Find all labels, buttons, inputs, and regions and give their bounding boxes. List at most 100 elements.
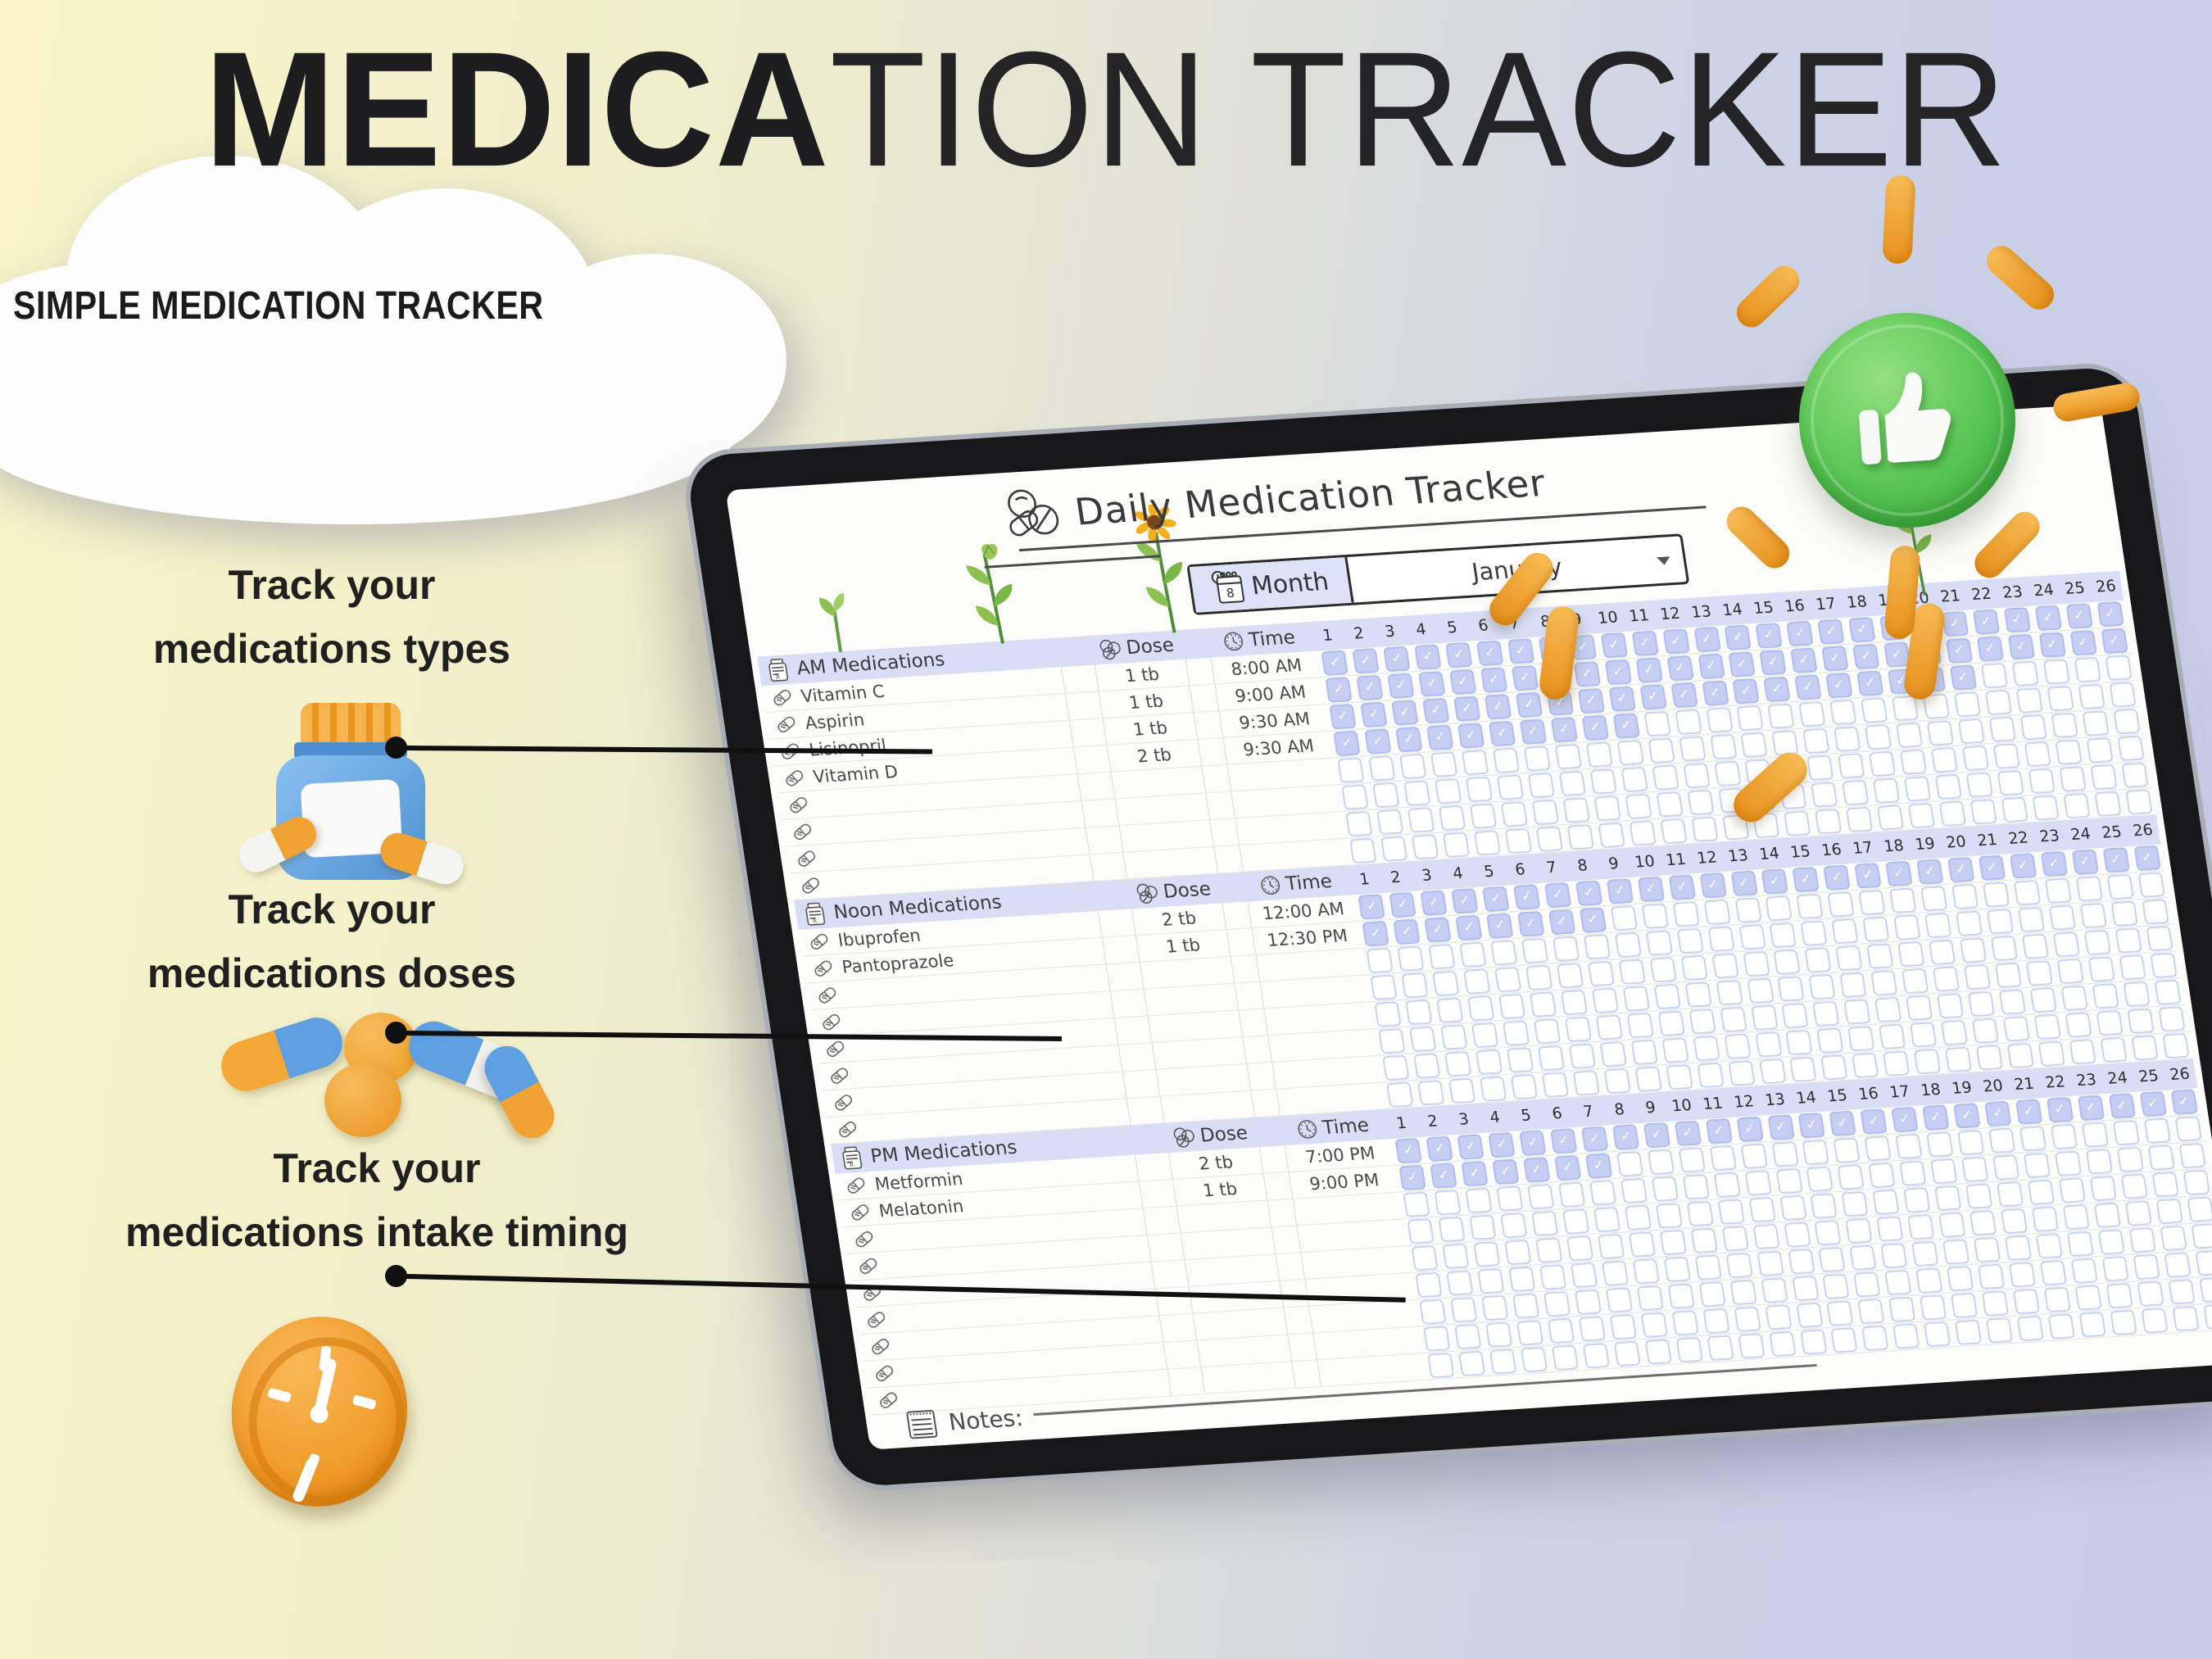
day-checkbox[interactable]	[1926, 1131, 1954, 1158]
day-checkbox[interactable]: ✓	[1356, 674, 1385, 701]
day-checkbox[interactable]	[1791, 1275, 1820, 1302]
day-checkbox[interactable]	[1366, 947, 1394, 974]
day-checkbox[interactable]	[1713, 760, 1742, 787]
day-checkbox[interactable]: ✓	[1724, 624, 1752, 651]
day-checkbox[interactable]	[1818, 1246, 1847, 1273]
day-checkbox[interactable]	[1593, 1206, 1621, 1233]
day-checkbox[interactable]	[2047, 685, 2074, 712]
day-checkbox[interactable]	[1688, 1009, 1716, 1035]
day-checkbox[interactable]	[1412, 833, 1439, 860]
day-checkbox[interactable]	[1397, 945, 1426, 972]
day-checkbox[interactable]	[2133, 1253, 2160, 1281]
day-checkbox[interactable]	[1417, 1080, 1445, 1106]
day-checkbox[interactable]	[2085, 1149, 2113, 1175]
day-checkbox[interactable]	[1465, 1187, 1493, 1214]
day-checkbox[interactable]: ✓	[1420, 890, 1448, 916]
day-checkbox[interactable]	[1965, 772, 1993, 798]
day-checkbox[interactable]	[1345, 810, 1373, 837]
day-checkbox[interactable]	[2155, 1198, 2183, 1225]
day-checkbox[interactable]: ✓	[1643, 1122, 1671, 1149]
day-checkbox[interactable]	[2017, 906, 2045, 933]
day-checkbox[interactable]	[1380, 836, 1408, 862]
day-checkbox[interactable]	[1696, 1062, 1725, 1089]
day-checkbox[interactable]	[1481, 1294, 1509, 1321]
day-checkbox[interactable]	[2120, 1173, 2148, 1199]
day-checkbox[interactable]	[1533, 1018, 1562, 1045]
day-checkbox[interactable]	[1841, 1190, 1870, 1217]
day-checkbox[interactable]	[1982, 882, 2010, 908]
day-checkbox[interactable]	[2100, 1036, 2128, 1063]
day-checkbox[interactable]	[1934, 773, 1963, 800]
day-checkbox[interactable]	[2001, 796, 2028, 823]
day-checkbox[interactable]: ✓	[1424, 917, 1452, 943]
day-checkbox[interactable]	[1843, 999, 1871, 1025]
day-checkbox[interactable]	[1719, 1006, 1747, 1033]
day-checkbox[interactable]	[1409, 1026, 1437, 1053]
day-checkbox[interactable]: ✓	[2015, 1099, 2043, 1125]
day-checkbox[interactable]: ✓	[1674, 1120, 1702, 1147]
day-checkbox[interactable]	[1736, 705, 1765, 732]
day-checkbox[interactable]	[1822, 1273, 1851, 1300]
day-checkbox[interactable]: ✓	[1395, 726, 1423, 753]
day-checkbox[interactable]	[2145, 925, 2173, 952]
day-checkbox[interactable]	[2124, 789, 2153, 815]
day-checkbox[interactable]: ✓	[1736, 1116, 1764, 1143]
day-checkbox[interactable]: ✓	[1705, 1118, 1733, 1145]
day-checkbox[interactable]	[2137, 872, 2165, 898]
day-checkbox[interactable]	[1485, 1321, 1513, 1349]
day-checkbox[interactable]: ✓	[1823, 864, 1852, 891]
day-checkbox[interactable]: ✓	[2139, 1090, 2167, 1117]
day-checkbox[interactable]: ✓	[1856, 670, 1884, 697]
day-checkbox[interactable]: ✓	[1519, 1130, 1547, 1156]
day-checkbox[interactable]: ✓	[1885, 860, 1913, 887]
day-checkbox[interactable]	[1405, 999, 1433, 1026]
day-checkbox[interactable]	[1951, 883, 1979, 910]
day-checkbox[interactable]	[1899, 749, 1928, 775]
day-checkbox[interactable]	[1775, 1167, 1803, 1194]
day-checkbox[interactable]	[1756, 1250, 1784, 1277]
day-checkbox[interactable]	[1957, 718, 1986, 745]
day-checkbox[interactable]	[1537, 1045, 1566, 1072]
day-checkbox[interactable]: ✓	[1666, 655, 1694, 682]
day-checkbox[interactable]	[1879, 1023, 1906, 1050]
day-checkbox[interactable]	[1610, 904, 1639, 931]
day-checkbox[interactable]	[1432, 970, 1460, 997]
day-checkbox[interactable]	[1652, 764, 1679, 791]
day-checkbox[interactable]: ✓	[1480, 667, 1508, 693]
day-checkbox[interactable]	[1767, 703, 1795, 729]
day-checkbox[interactable]: ✓	[1451, 887, 1479, 914]
day-checkbox[interactable]: ✓	[2007, 633, 2035, 660]
day-checkbox[interactable]	[1370, 974, 1398, 1000]
day-checkbox[interactable]	[1764, 1303, 1793, 1330]
day-checkbox[interactable]	[1661, 1037, 1689, 1063]
day-checkbox[interactable]	[1920, 886, 1948, 912]
day-checkbox[interactable]	[1690, 816, 1719, 843]
day-checkbox[interactable]	[1471, 1022, 1499, 1049]
day-checkbox[interactable]	[2186, 1196, 2212, 1222]
day-checkbox[interactable]	[2151, 1172, 2179, 1198]
day-checkbox[interactable]: ✓	[1393, 918, 1421, 945]
day-checkbox[interactable]	[1955, 910, 1983, 937]
day-checkbox[interactable]	[1892, 1323, 1920, 1349]
day-checkbox[interactable]	[1740, 1143, 1768, 1170]
day-checkbox[interactable]	[1752, 1223, 1780, 1250]
day-checkbox[interactable]	[2011, 660, 2039, 687]
day-checkbox[interactable]: ✓	[1511, 664, 1539, 691]
day-checkbox[interactable]	[1498, 993, 1526, 1020]
day-checkbox[interactable]	[1686, 1200, 1714, 1227]
day-checkbox[interactable]	[2118, 954, 2146, 981]
day-checkbox[interactable]	[1407, 807, 1435, 833]
day-checkbox[interactable]	[1849, 1244, 1877, 1271]
day-checkbox[interactable]	[1773, 949, 1802, 976]
day-checkbox[interactable]: ✓	[1550, 716, 1579, 743]
day-checkbox[interactable]	[2198, 1276, 2212, 1303]
day-checkbox[interactable]	[1593, 795, 1621, 822]
day-checkbox[interactable]	[2033, 1013, 2061, 1040]
day-checkbox[interactable]	[1853, 1271, 1881, 1298]
day-checkbox[interactable]	[1599, 1040, 1627, 1067]
day-checkbox[interactable]	[1552, 936, 1580, 962]
day-checkbox[interactable]	[2115, 927, 2142, 954]
day-checkbox[interactable]: ✓	[1978, 854, 2006, 882]
day-checkbox[interactable]	[1777, 976, 1806, 1002]
day-checkbox[interactable]	[1727, 1060, 1756, 1086]
